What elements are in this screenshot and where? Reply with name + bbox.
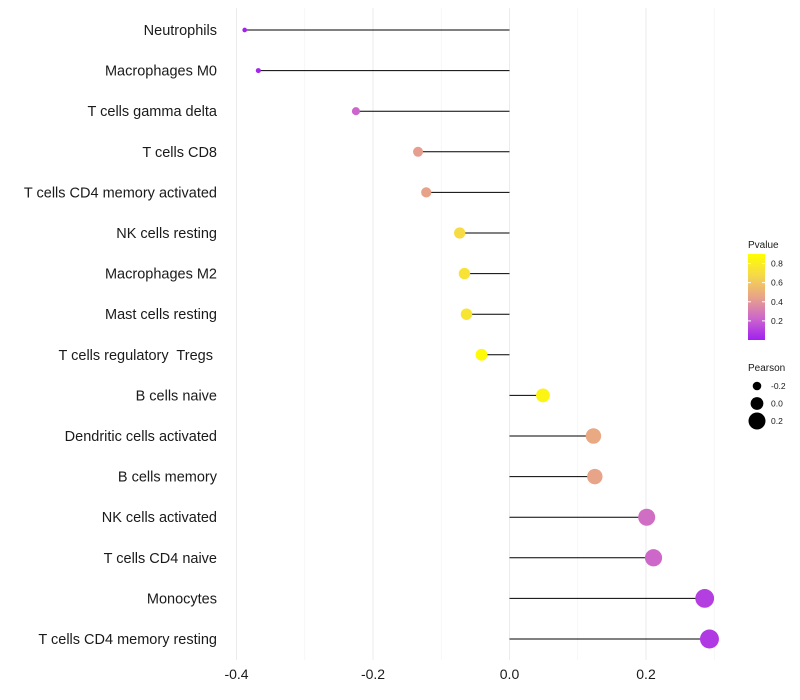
pearson-legend-title: Pearson [748,363,785,374]
data-point [585,428,602,444]
size-legend-label: -0.2 [771,381,786,391]
category-label: B cells memory [118,470,218,486]
data-point [460,308,473,320]
data-point [421,187,432,198]
category-label: T cells CD8 [142,145,217,161]
grid [236,8,715,660]
data-point [695,588,715,608]
x-tick-label: 0.2 [636,666,656,682]
category-label: T cells regulatory Tregs [59,348,218,364]
category-label: Monocytes [147,591,217,607]
category-labels: Neutrophils Macrophages M0 T cells gamma d… [24,23,218,648]
pearson-legend: Pearson -0.2 0.0 0.2 [748,363,786,430]
pvalue-legend-title: Pvalue [748,240,779,251]
category-label: T cells CD4 memory activated [24,185,217,201]
pvalue-legend: Pvalue 0.8 0.6 0.4 0.2 [748,240,783,340]
category-label: NK cells activated [102,510,217,526]
x-tick-label: 0.0 [500,666,520,682]
size-legend-key [752,381,762,391]
points [242,27,719,649]
category-label: Mast cells resting [105,307,217,323]
data-point [638,508,656,526]
data-point [475,348,488,361]
size-legend-key [748,412,766,430]
colorbar-tick-label: 0.6 [771,278,783,288]
stems [244,29,710,640]
pvalue-colorbar [748,254,765,340]
data-point [255,68,261,74]
data-point [536,388,550,403]
data-point [458,267,471,280]
category-label: T cells CD4 memory resting [38,632,217,648]
size-legend-label: 0.0 [771,399,783,409]
category-label: T cells CD4 naive [104,551,217,567]
category-label: Macrophages M2 [105,267,217,283]
category-label: NK cells resting [116,226,217,242]
x-tick-label: -0.4 [224,666,248,682]
size-legend-label: 0.2 [771,416,783,426]
data-point [587,468,603,485]
data-point [351,107,360,116]
colorbar-tick-label: 0.8 [771,259,783,269]
category-label: B cells naive [136,388,217,404]
data-point [644,549,663,567]
category-label: Dendritic cells activated [65,429,217,445]
category-label: Neutrophils [144,23,217,39]
colorbar-tick-label: 0.4 [771,297,783,307]
x-axis-ticks: -0.4 -0.2 0.0 0.2 [224,666,656,682]
data-point [413,146,424,157]
category-label: T cells gamma delta [88,104,218,120]
data-point [242,27,248,33]
colorbar-tick-label: 0.2 [771,316,783,326]
size-legend-key [750,397,764,410]
category-label: Macrophages M0 [105,64,217,80]
data-point [699,629,719,649]
x-tick-label: -0.2 [361,666,385,682]
data-point [454,227,466,239]
